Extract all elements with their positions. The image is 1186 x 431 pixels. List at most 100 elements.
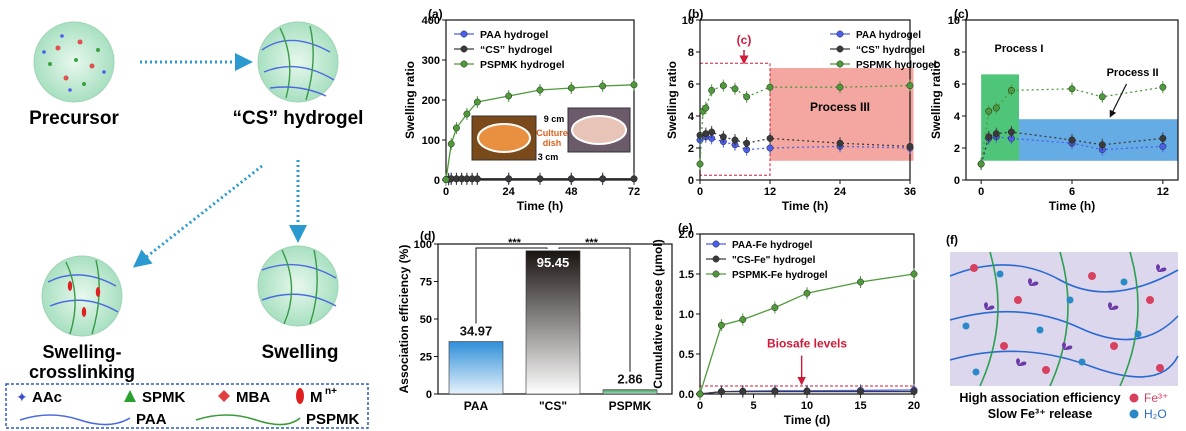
- chart-a-legend-label: PAA hydrogel: [480, 29, 548, 41]
- chart-b-point: [906, 82, 914, 90]
- chart-a-xtick-label: 24: [503, 186, 516, 198]
- chart-e-point: [857, 278, 864, 286]
- chart-a-xtick-label: 48: [565, 186, 577, 198]
- chart-c-point: [1098, 141, 1106, 149]
- swelling-network: [261, 249, 337, 325]
- legend-paa: PAA: [136, 411, 167, 428]
- chart-d-panel-label: (d): [420, 229, 435, 243]
- chart-a-legend-marker: [460, 60, 468, 68]
- chart-b-point: [906, 142, 914, 150]
- chart-c-xtick-label: 6: [1069, 186, 1075, 198]
- network-chains: [949, 251, 1179, 387]
- chart-c-ytick-label: 8: [954, 47, 960, 59]
- zoom-box: [699, 62, 771, 176]
- chart-a-ylabel: Swelling ratio: [403, 61, 417, 139]
- chart-a-point: [452, 124, 460, 132]
- chart-e-ylabel: Cumulative release (μmol): [651, 239, 665, 388]
- chart-c-point: [1007, 86, 1015, 94]
- chart-b-point: [702, 104, 710, 112]
- dish-1: [477, 123, 531, 153]
- chart-a-point: [567, 84, 575, 92]
- chart-a-legend-marker: [460, 30, 468, 38]
- chart-a-point: [536, 175, 544, 183]
- chart-e-point: [771, 388, 779, 396]
- chart-b-point: [731, 136, 739, 144]
- chart-c-xlabel: Time (h): [1049, 199, 1095, 213]
- caption-high-association: High association efficiency: [959, 391, 1120, 405]
- chart-b-ytick-label: 8: [688, 47, 694, 59]
- chart-c-ytick-label: 0: [954, 175, 960, 187]
- chart-c-ytick-label: 2: [954, 143, 960, 155]
- chart-a-legend-label: “CS” hydrogel: [480, 44, 552, 56]
- significance-stars-2: ***: [585, 237, 599, 249]
- panel-f-label: (f): [946, 233, 958, 247]
- panel-f: (f) Hi: [946, 233, 1179, 430]
- chart-b-ytick-label: 4: [688, 111, 695, 123]
- cs-hydrogel-network: [261, 25, 335, 101]
- chart-e-point: [803, 289, 811, 297]
- bar-category-label-0: PAA: [464, 399, 489, 413]
- chart-b-ytick-label: 2: [688, 143, 694, 155]
- significance-bracket-2: [558, 247, 631, 372]
- bar-category-label-2: PSPMK: [609, 399, 652, 413]
- chart-b-ytick-label: 0: [688, 175, 694, 187]
- bar-value-label-2: 2.86: [617, 372, 642, 387]
- chart-e-xtick-label: 10: [801, 400, 813, 412]
- chart-a-culture1: Culture: [536, 128, 568, 138]
- chart-c-process1-label: Process I: [995, 43, 1044, 55]
- label-cs-hydrogel: “CS” hydrogel: [233, 108, 364, 129]
- chart-d-ytick-label: 50: [420, 314, 432, 326]
- chart-b-ylabel: Swelling ratio: [665, 61, 679, 139]
- chart-c-panel-label: (c): [954, 7, 969, 21]
- chart-e-ytick-label: 0.5: [679, 349, 694, 361]
- chart-d-ytick-label: 25: [420, 352, 432, 364]
- swelling-crosslinking-network: [47, 259, 119, 335]
- chart-b-point: [766, 134, 774, 142]
- chart-c-point: [1098, 93, 1106, 101]
- swelling-crosslinking-sphere: [41, 255, 123, 337]
- chart-a-series-line-2: [445, 84, 635, 180]
- label-precursor: Precursor: [29, 108, 119, 129]
- bar-value-label-1: 95.45: [537, 255, 570, 270]
- chart-b-zoom-label: (c): [737, 33, 752, 47]
- panel-f-caption-bg: [950, 386, 1178, 430]
- chart-e-ytick-label: 0.0: [679, 389, 694, 401]
- chart-d-ytick-label: 100: [414, 239, 432, 251]
- spmk-icon: [124, 390, 136, 402]
- chart-e-legend-label: PSPMK-Fe hydrogel: [732, 270, 828, 281]
- chart-b-point: [696, 160, 704, 168]
- dish-2: [571, 115, 627, 145]
- chart-b-legend-label: PAA hydrogel: [856, 30, 921, 41]
- chart-a-point: [473, 98, 481, 106]
- chart-b-point: [766, 144, 774, 152]
- bar-category-label-1: "CS": [539, 399, 567, 413]
- chart-a-ytick-label: 400: [422, 15, 440, 27]
- bar-1: [525, 250, 581, 395]
- chart-b-point: [743, 139, 751, 147]
- chart-e-xtick-label: 5: [750, 400, 756, 412]
- chart-e-ytick-label: 2.0: [679, 229, 694, 241]
- chart-a-point: [536, 86, 544, 94]
- aac-icon: ✦: [16, 389, 28, 405]
- chart-a-point: [505, 92, 513, 100]
- legend-mn: M: [310, 389, 323, 406]
- chart-a-legend-marker: [460, 45, 468, 53]
- chart-b-xtick-label: 12: [764, 186, 776, 198]
- chart-a-point: [630, 81, 638, 89]
- bar-0: [448, 341, 504, 395]
- chart-b-point: [719, 82, 727, 90]
- cs-hydrogel-sphere: [257, 21, 339, 103]
- chart-c-point: [1159, 134, 1167, 142]
- chart-a-panel-label: (a): [428, 7, 443, 21]
- chart-a-point: [630, 175, 638, 183]
- chart-a-culture2: dish: [543, 138, 562, 148]
- chart-e-ytick-label: 1.5: [679, 269, 694, 281]
- chart-e-point: [857, 388, 864, 396]
- chart-e-point: [910, 388, 918, 396]
- chart-c-xtick-label: 12: [1157, 186, 1169, 198]
- chart-e-xtick-label: 20: [908, 400, 920, 412]
- chart-a-point: [599, 82, 607, 90]
- chart-e-xlabel: Time (d): [784, 413, 830, 427]
